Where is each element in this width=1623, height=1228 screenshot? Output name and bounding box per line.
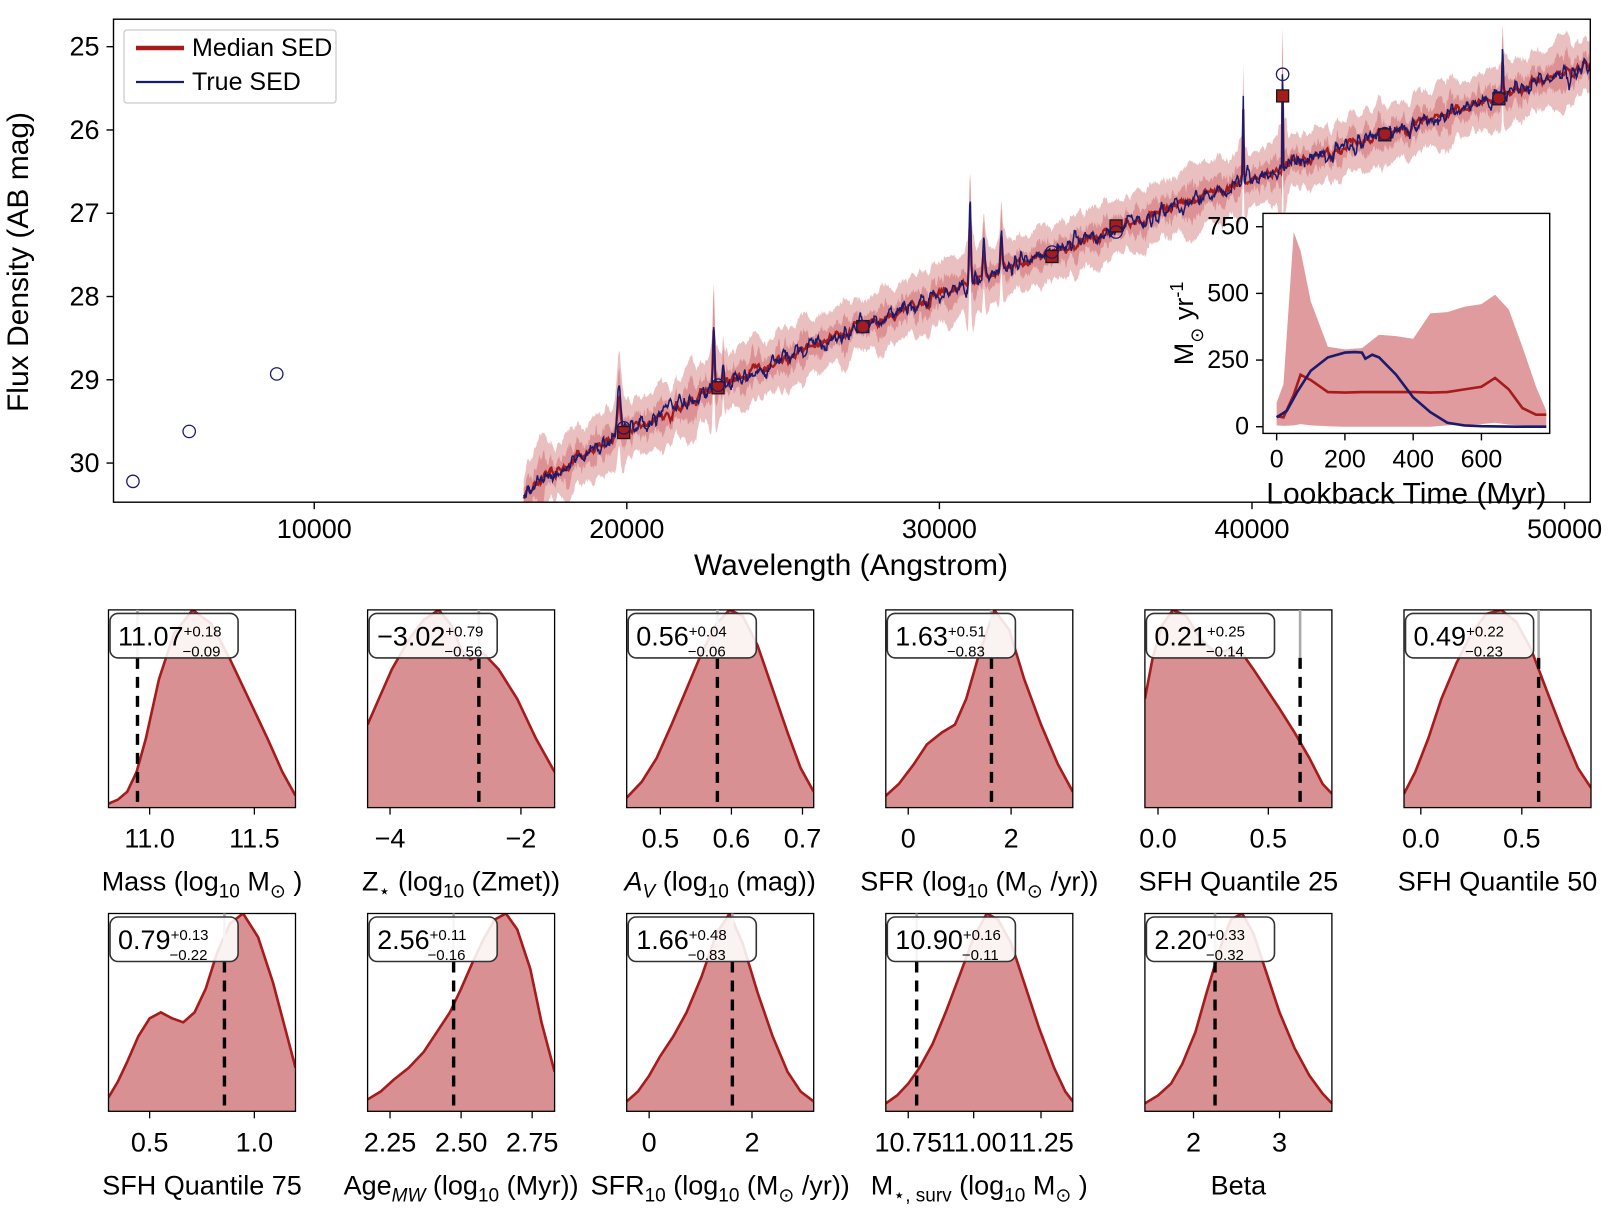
svg-text:400: 400 <box>1392 445 1434 473</box>
svg-text:SFH Quantile 25: SFH Quantile 25 <box>1139 867 1339 897</box>
svg-text:SFH Quantile 50: SFH Quantile 50 <box>1398 867 1598 897</box>
svg-text:10000: 10000 <box>277 514 352 544</box>
svg-text:−4: −4 <box>375 824 406 854</box>
svg-text:0.5: 0.5 <box>1503 824 1541 854</box>
svg-text:0.5: 0.5 <box>642 824 680 854</box>
svg-text:11.5: 11.5 <box>229 824 280 854</box>
svg-text:0: 0 <box>1270 445 1284 473</box>
svg-text:11.00: 11.00 <box>941 1127 1007 1157</box>
svg-text:Flux Density (AB mag): Flux Density (AB mag) <box>2 112 35 412</box>
svg-text:10.75: 10.75 <box>874 1127 942 1157</box>
svg-text:True SED: True SED <box>192 68 301 96</box>
svg-text:2.50: 2.50 <box>435 1127 488 1157</box>
svg-text:750: 750 <box>1207 213 1249 241</box>
svg-text:200: 200 <box>1324 445 1366 473</box>
svg-text:29: 29 <box>69 365 99 395</box>
svg-text:−2: −2 <box>506 824 537 854</box>
svg-text:0.0: 0.0 <box>1139 824 1177 854</box>
svg-text:Beta: Beta <box>1211 1170 1268 1200</box>
svg-text:0: 0 <box>642 1127 657 1157</box>
svg-text:11.25: 11.25 <box>1008 1127 1074 1157</box>
svg-text:26: 26 <box>69 115 99 145</box>
svg-text:20000: 20000 <box>589 514 664 544</box>
svg-text:1.0: 1.0 <box>236 1127 274 1157</box>
svg-text:0.5: 0.5 <box>1250 824 1288 854</box>
svg-text:2: 2 <box>1186 1127 1201 1157</box>
svg-text:2.25: 2.25 <box>364 1127 417 1157</box>
svg-text:0: 0 <box>901 824 916 854</box>
svg-text:250: 250 <box>1207 346 1249 374</box>
svg-text:Median SED: Median SED <box>192 34 332 62</box>
svg-text:28: 28 <box>69 282 99 312</box>
svg-text:3: 3 <box>1272 1127 1287 1157</box>
svg-text:2.75: 2.75 <box>506 1127 559 1157</box>
svg-text:0.0: 0.0 <box>1402 824 1440 854</box>
svg-text:0: 0 <box>1235 413 1249 441</box>
svg-text:SFH Quantile 75: SFH Quantile 75 <box>102 1170 302 1200</box>
svg-text:600: 600 <box>1461 445 1503 473</box>
svg-text:0.7: 0.7 <box>784 824 822 854</box>
svg-text:Wavelength (Angstrom): Wavelength (Angstrom) <box>694 549 1008 582</box>
svg-text:40000: 40000 <box>1214 514 1289 544</box>
svg-text:2: 2 <box>1004 824 1019 854</box>
svg-text:50000: 50000 <box>1527 514 1602 544</box>
svg-text:2: 2 <box>744 1127 759 1157</box>
svg-text:30: 30 <box>69 448 99 478</box>
svg-text:500: 500 <box>1207 279 1249 307</box>
svg-text:27: 27 <box>69 198 99 228</box>
svg-text:30000: 30000 <box>902 514 977 544</box>
svg-text:Lookback Time (Myr): Lookback Time (Myr) <box>1266 477 1546 510</box>
svg-text:0.5: 0.5 <box>131 1127 169 1157</box>
svg-text:11.0: 11.0 <box>124 824 175 854</box>
svg-text:0.6: 0.6 <box>713 824 751 854</box>
svg-text:25: 25 <box>69 32 99 62</box>
